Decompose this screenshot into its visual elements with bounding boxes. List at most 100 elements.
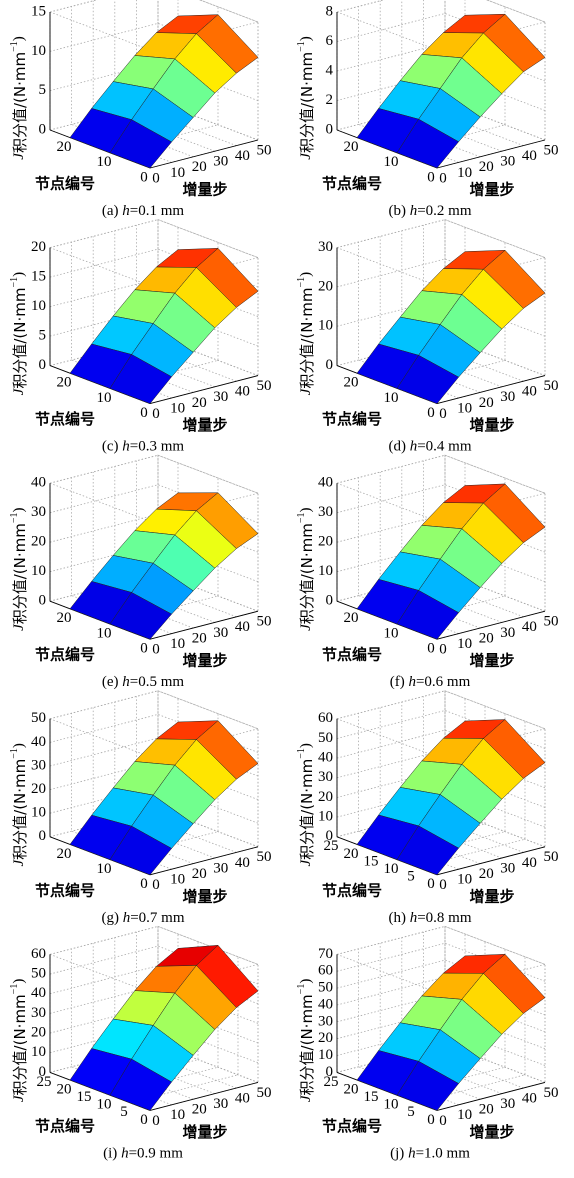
z-axis-label-part: ) bbox=[11, 36, 27, 41]
caption-part: (a) bbox=[102, 203, 122, 219]
y-tick-label: 25 bbox=[324, 1074, 339, 1090]
y-axis-label: 节点编号 bbox=[35, 646, 95, 664]
z-tick-label: 10 bbox=[31, 298, 46, 314]
z-tick-label: 15 bbox=[31, 3, 46, 19]
y-tick-label: 25 bbox=[324, 838, 339, 854]
z-axis-label-part: 积分值/(N·mm bbox=[298, 994, 316, 1095]
z-axis-label-part: ) bbox=[298, 507, 314, 512]
z-tick-label: 8 bbox=[326, 3, 334, 19]
x-tick-label: 30 bbox=[500, 860, 515, 876]
y-axis-label: 节点编号 bbox=[322, 175, 382, 193]
caption: (g) h=0.7 mm bbox=[101, 910, 184, 926]
z-axis-label-part: 积分值/(N·mm bbox=[11, 759, 29, 860]
z-tick-label: 50 bbox=[318, 980, 333, 996]
x-axis-label: 增量步 bbox=[182, 416, 227, 434]
x-tick-label: 0 bbox=[152, 170, 160, 186]
z-tick-label: 0 bbox=[326, 121, 334, 137]
z-axis-label: J积分值/(N·mm−1) bbox=[9, 979, 29, 1102]
z-axis-label: J积分值/(N·mm−1) bbox=[296, 979, 316, 1102]
z-axis-label-part: ) bbox=[11, 272, 27, 277]
z-axis-label-part: ) bbox=[298, 743, 314, 748]
panel: 0102030405060010203040500510152025J积分值/(… bbox=[296, 691, 559, 926]
z-axis-label-part: ) bbox=[11, 507, 27, 512]
caption: (b) h=0.2 mm bbox=[388, 203, 471, 219]
z-axis-label: J积分值/(N·mm−1) bbox=[9, 36, 29, 159]
x-tick-label: 40 bbox=[522, 148, 537, 164]
panel: 0102030405060010203040500510152025J积分值/(… bbox=[9, 926, 272, 1161]
z-tick-label: 5 bbox=[39, 328, 47, 344]
x-tick-label: 10 bbox=[457, 636, 472, 652]
z-tick-label: 40 bbox=[318, 750, 333, 766]
z-axis-label-part: 积分值/(N·mm bbox=[11, 52, 29, 153]
x-tick-label: 10 bbox=[457, 165, 472, 181]
x-tick-label: 20 bbox=[479, 630, 494, 646]
z-tick-label: 40 bbox=[31, 475, 46, 491]
x-tick-label: 0 bbox=[439, 1113, 447, 1129]
y-tick-label: 0 bbox=[140, 876, 148, 892]
caption: (h) h=0.8 mm bbox=[388, 910, 471, 926]
z-tick-label: 10 bbox=[31, 805, 46, 821]
x-tick-label: 10 bbox=[170, 1107, 185, 1123]
y-tick-label: 5 bbox=[120, 1104, 128, 1120]
x-tick-label: 30 bbox=[213, 389, 228, 405]
y-tick-label: 10 bbox=[384, 1097, 399, 1113]
caption: (c) h=0.3 mm bbox=[102, 439, 185, 455]
y-tick-label: 10 bbox=[97, 154, 112, 170]
caption: (e) h=0.5 mm bbox=[102, 675, 185, 691]
y-tick-label: 0 bbox=[427, 641, 435, 657]
z-tick-label: 10 bbox=[31, 1044, 46, 1060]
caption-part: (j) bbox=[390, 1146, 408, 1162]
z-tick-label: 40 bbox=[31, 985, 46, 1001]
z-tick-label: 20 bbox=[318, 278, 333, 294]
z-tick-label: 10 bbox=[31, 43, 46, 59]
z-tick-label: 20 bbox=[31, 781, 46, 797]
z-tick-label: 20 bbox=[318, 1030, 333, 1046]
z-tick-label: 40 bbox=[318, 996, 333, 1012]
z-tick-label: 15 bbox=[31, 269, 46, 285]
z-tick-label: 0 bbox=[326, 357, 334, 373]
grid-line bbox=[337, 926, 545, 964]
z-axis-label-part: 积分值/(N·mm bbox=[11, 523, 29, 624]
x-tick-label: 20 bbox=[479, 395, 494, 411]
z-axis-label-part: −1 bbox=[9, 277, 20, 288]
grid-line bbox=[337, 0, 545, 22]
caption-part: =0.6 mm bbox=[416, 675, 471, 691]
y-axis-label: 节点编号 bbox=[35, 881, 95, 899]
caption-part: h bbox=[410, 203, 418, 219]
z-tick-label: 10 bbox=[318, 563, 333, 579]
figure: 0510150102030405001020J积分值/(N·mm−1)节点编号增… bbox=[0, 0, 574, 1178]
y-tick-label: 5 bbox=[407, 869, 415, 885]
x-tick-label: 50 bbox=[544, 614, 559, 630]
z-tick-label: 0 bbox=[326, 593, 334, 609]
y-tick-label: 25 bbox=[37, 1074, 52, 1090]
x-tick-label: 30 bbox=[500, 389, 515, 405]
z-axis-label-part: 积分值/(N·mm bbox=[298, 52, 316, 153]
x-tick-label: 50 bbox=[544, 1085, 559, 1101]
x-tick-label: 30 bbox=[500, 1096, 515, 1112]
x-tick-label: 0 bbox=[152, 642, 160, 658]
z-tick-label: 20 bbox=[318, 789, 333, 805]
y-tick-label: 0 bbox=[427, 876, 435, 892]
caption-part: (i) bbox=[103, 1146, 121, 1162]
x-tick-label: 0 bbox=[152, 1113, 160, 1129]
y-tick-label: 0 bbox=[427, 405, 435, 421]
panel: 010203040500102030405001020J积分值/(N·mm−1)… bbox=[9, 691, 272, 926]
x-axis-label: 增量步 bbox=[469, 181, 514, 199]
x-tick-label: 0 bbox=[152, 877, 160, 893]
z-axis-label-part: 积分值/(N·mm bbox=[11, 288, 29, 389]
z-tick-label: 50 bbox=[31, 710, 46, 726]
z-axis-label-part: 积分值/(N·mm bbox=[298, 759, 316, 860]
y-axis-label: 节点编号 bbox=[322, 410, 382, 428]
caption-part: (f) bbox=[390, 675, 409, 691]
x-tick-label: 20 bbox=[192, 395, 207, 411]
caption-part: h bbox=[123, 910, 131, 926]
z-tick-label: 30 bbox=[318, 769, 333, 785]
x-tick-label: 50 bbox=[257, 614, 272, 630]
x-tick-label: 10 bbox=[457, 872, 472, 888]
y-axis-label: 节点编号 bbox=[35, 175, 95, 193]
caption-part: =1.0 mm bbox=[416, 1146, 471, 1162]
z-axis-label-part: 积分值/(N·mm bbox=[11, 994, 29, 1095]
caption-part: h bbox=[122, 675, 130, 691]
